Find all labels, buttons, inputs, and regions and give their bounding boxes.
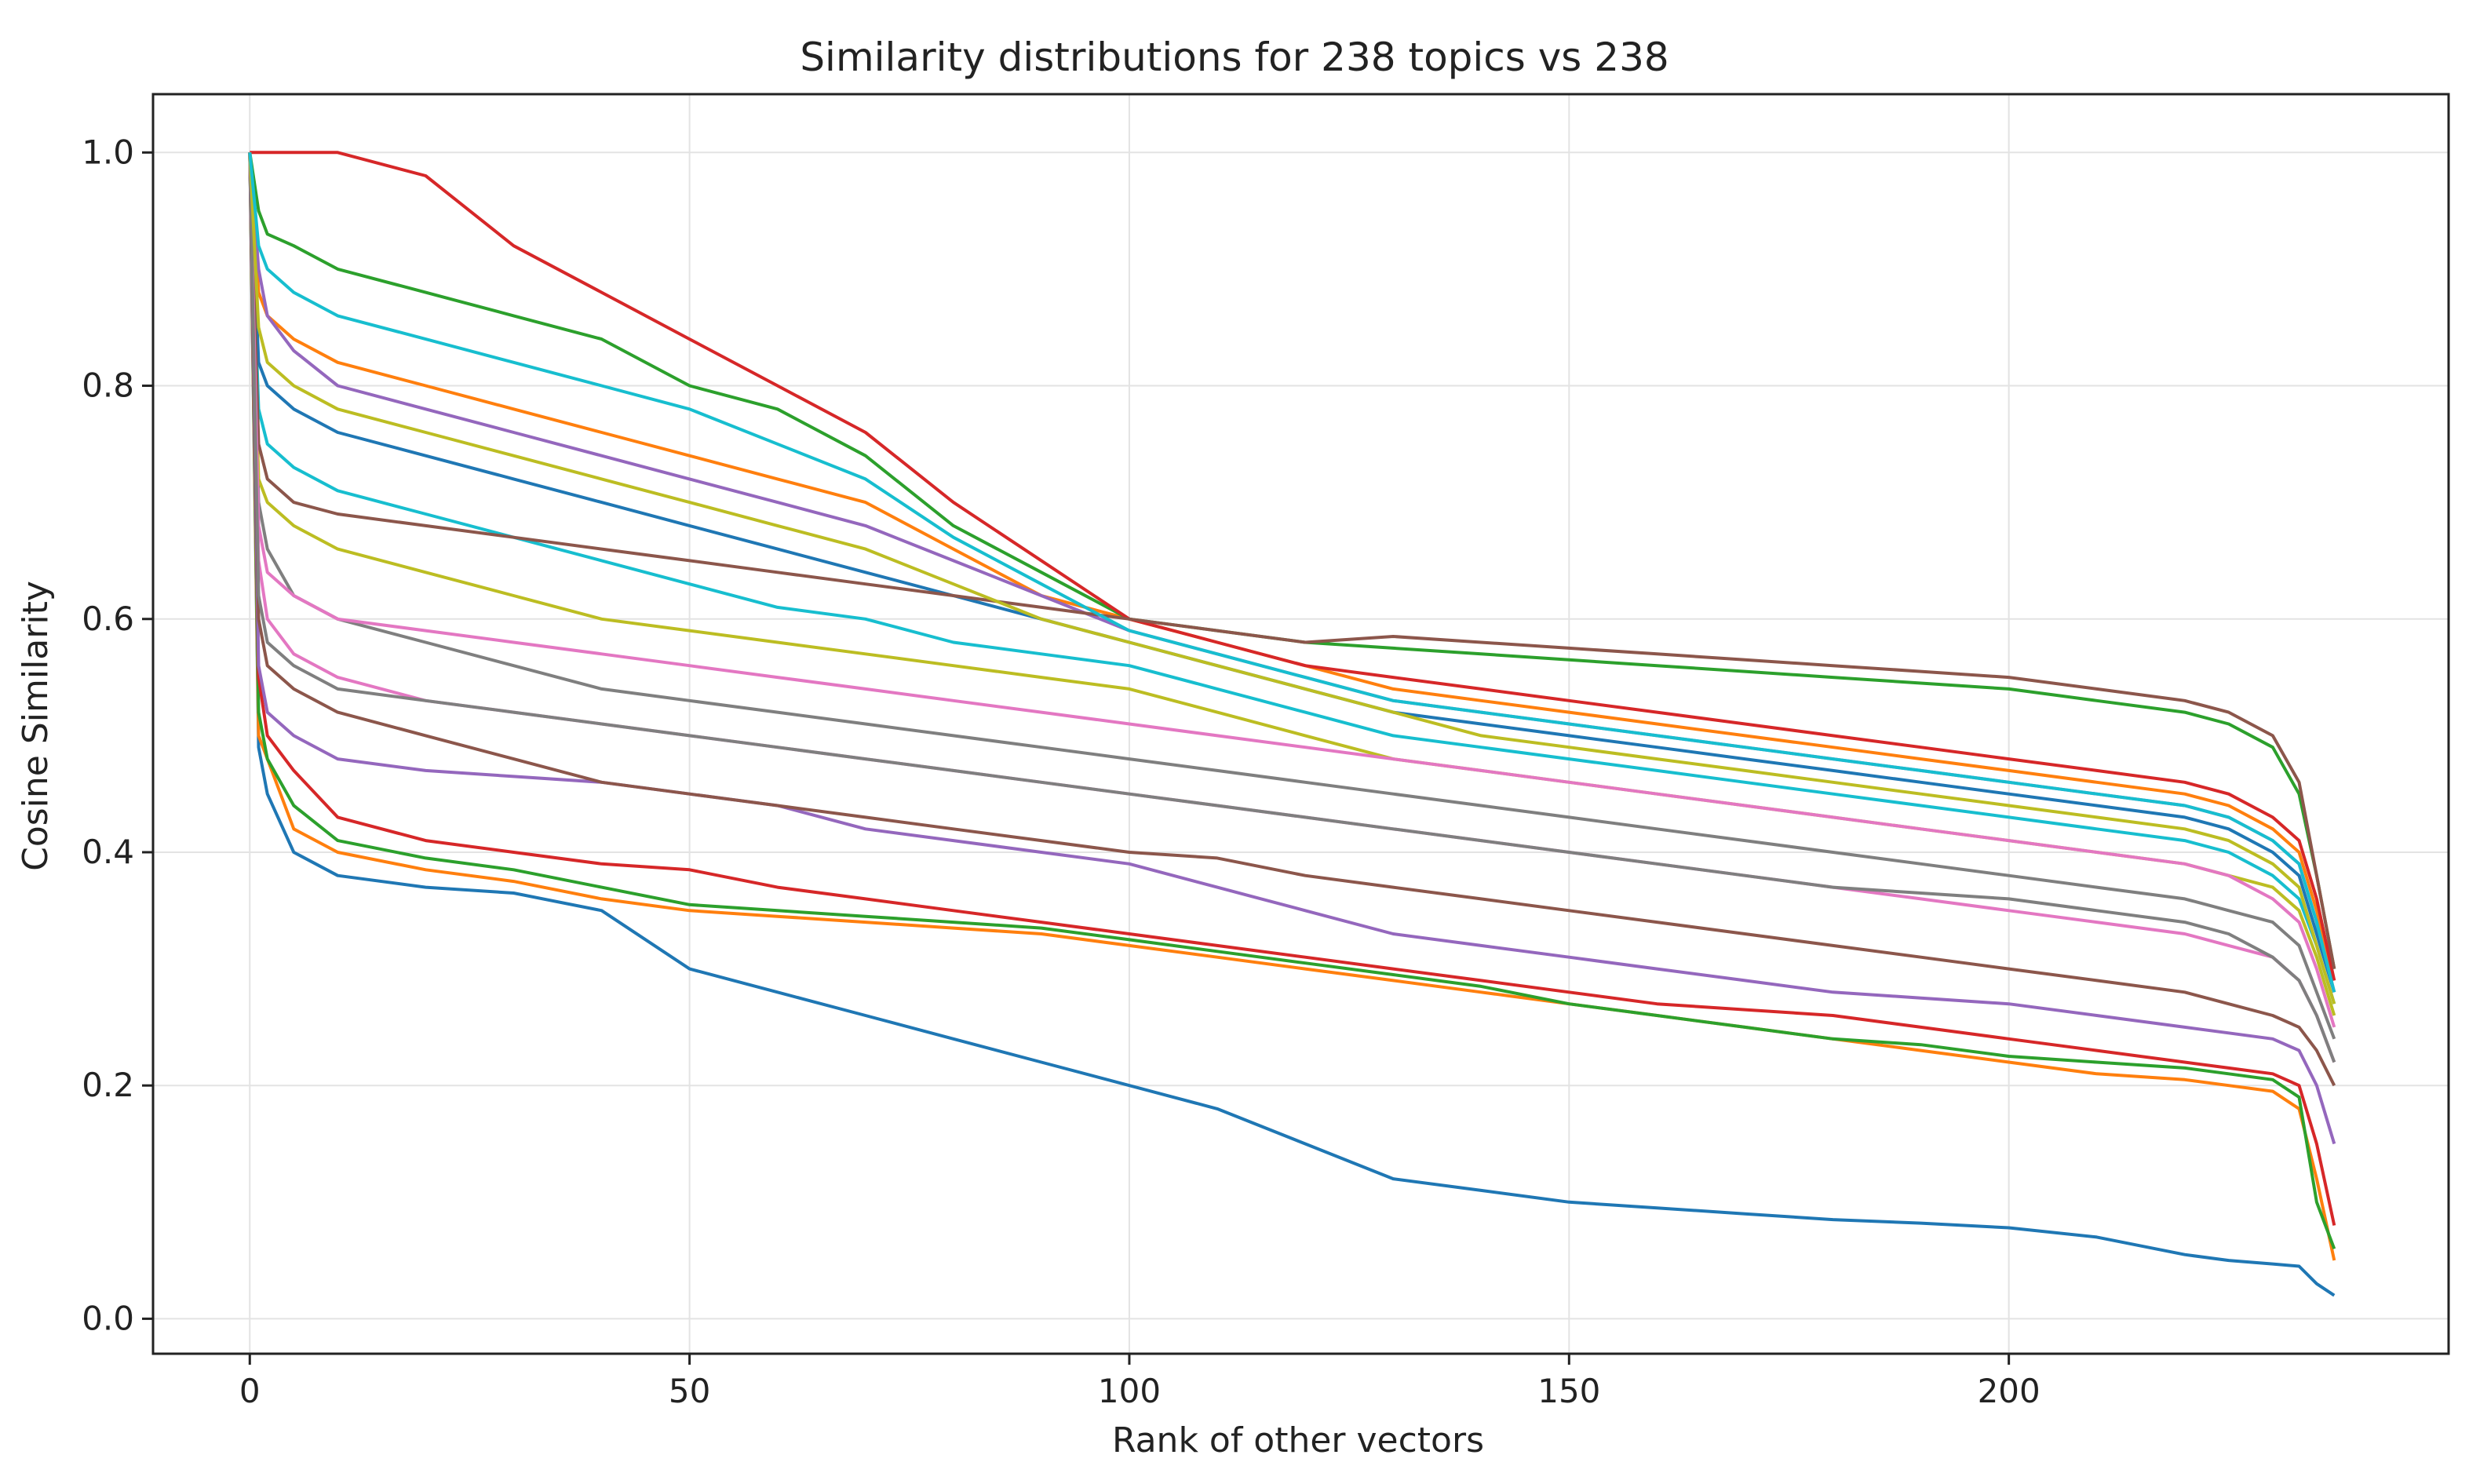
series-line: [248, 152, 2336, 1040]
series-line: [248, 152, 2336, 1261]
series-line: [248, 152, 2336, 1297]
series-line: [248, 152, 2336, 1005]
x-tick-label: 0: [239, 1372, 261, 1410]
x-tick-label: 200: [1978, 1372, 2040, 1410]
y-tick-label: 0.2: [82, 1066, 134, 1104]
series-line: [248, 152, 2336, 1250]
chart-title: Similarity distributions for 238 topics …: [800, 35, 1668, 80]
series-line: [248, 152, 2336, 969]
series-line: [248, 152, 2336, 1145]
series-lines: [248, 151, 2336, 1297]
y-axis-label: Cosine Similarity: [16, 581, 56, 871]
plot-area: 0 50 100 150 200 0.0 0.2 0.4 0.6 0.8 1.0: [82, 93, 2450, 1410]
y-tick-label: 0.6: [82, 600, 134, 638]
axis-ticks: 0 50 100 150 200 0.0 0.2 0.4 0.6 0.8 1.0: [82, 133, 2040, 1410]
grid-lines: [153, 94, 2449, 1354]
series-line: [248, 152, 2336, 993]
x-axis-label: Rank of other vectors: [1112, 1420, 1484, 1460]
x-tick-label: 100: [1098, 1372, 1161, 1410]
series-line: [248, 152, 2336, 1226]
x-tick-label: 150: [1537, 1372, 1600, 1410]
x-tick-label: 50: [669, 1372, 710, 1410]
y-tick-label: 0.8: [82, 366, 134, 405]
series-line: [248, 152, 2336, 1063]
series-line: [248, 152, 2336, 1005]
series-line: [250, 151, 2336, 981]
y-tick-label: 0.4: [82, 833, 134, 871]
series-line: [248, 152, 2336, 1087]
y-tick-label: 1.0: [82, 133, 134, 171]
y-tick-label: 0.0: [82, 1299, 134, 1337]
series-line: [248, 152, 2336, 1028]
plot-frame: [151, 93, 2450, 1355]
